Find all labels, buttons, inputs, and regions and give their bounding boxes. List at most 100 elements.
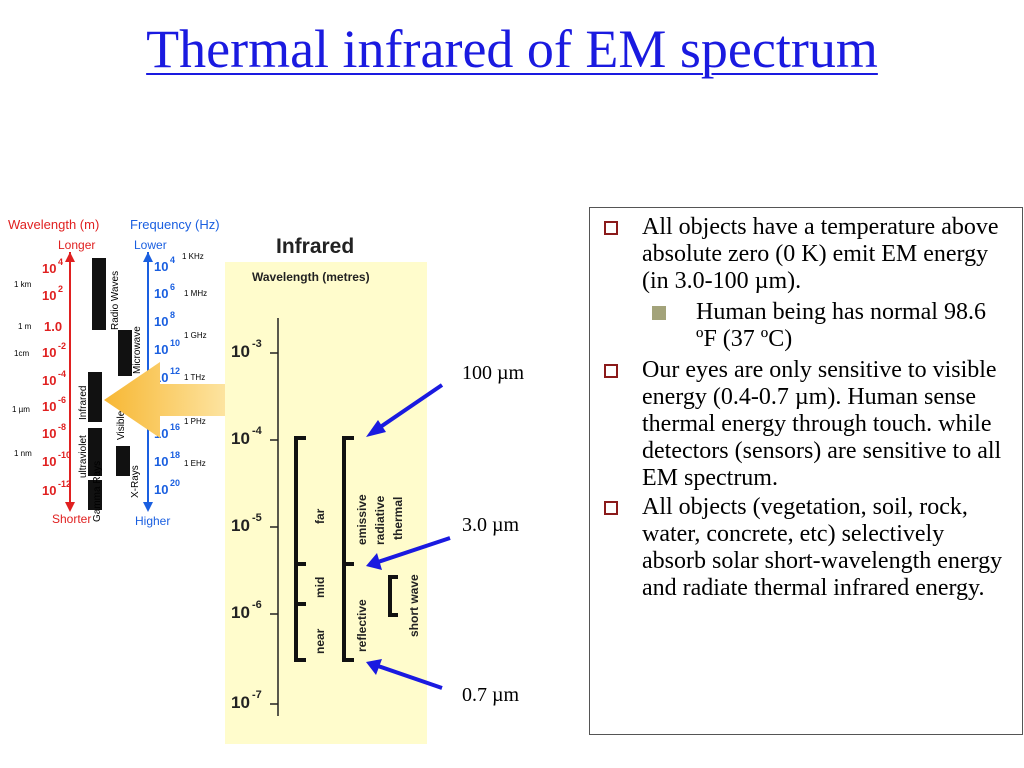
bullet-item: Our eyes are only sensitive to visible e… xyxy=(600,357,1008,492)
bracket-near-mid-far xyxy=(294,436,306,662)
radiative-label: radiative xyxy=(373,495,387,545)
wavelength-header: Wavelength (m) xyxy=(8,217,99,232)
wavelength-arrowhead xyxy=(65,252,75,262)
bullet-text: Our eyes are only sensitive to visible e… xyxy=(642,357,1002,491)
ir-tick-exp: -3 xyxy=(252,338,262,350)
text-panel: All objects have a temperature above abs… xyxy=(589,207,1023,735)
ir-tick: 10 xyxy=(231,342,250,361)
fr-marker: 1 THz xyxy=(184,373,205,382)
fr-tick-exp: 4 xyxy=(170,255,175,265)
wl-tick: 10 xyxy=(42,454,56,469)
fr-marker: 1 EHz xyxy=(184,459,206,468)
band-label: ultraviolet xyxy=(78,435,89,478)
wl-marker: 1cm xyxy=(14,349,29,358)
fr-tick-exp: 20 xyxy=(170,478,180,488)
wl-tick: 10 xyxy=(42,483,56,498)
ir-tick-exp: -4 xyxy=(252,425,263,437)
band-block xyxy=(116,446,130,476)
shorter-label: Shorter xyxy=(52,512,91,526)
ir-tick-exp: -6 xyxy=(252,599,262,611)
wl-tick: 1.0 xyxy=(44,319,62,334)
fr-tick: 10 xyxy=(154,314,168,329)
sub-bullet-item: Human being has normal 98.6 ºF (37 ºC) xyxy=(648,299,1008,353)
arrow-100um-line xyxy=(374,383,444,432)
ir-tick: 10 xyxy=(231,516,250,535)
wl-tick-exp: -4 xyxy=(58,369,66,379)
wl-tick: 10 xyxy=(42,399,56,414)
fr-tick: 10 xyxy=(154,286,168,301)
wl-tick-exp: 2 xyxy=(58,284,63,294)
band-label: Visible xyxy=(116,410,127,440)
ir-tick-exp: -5 xyxy=(252,512,262,524)
bracket-short-wave xyxy=(388,575,398,617)
arrow-07um-line xyxy=(377,664,443,690)
fr-tick: 10 xyxy=(154,342,168,357)
band-block xyxy=(118,330,132,376)
band-block xyxy=(88,480,102,510)
fr-marker: 1 KHz xyxy=(182,252,204,261)
ir-tick: 10 xyxy=(231,429,250,448)
wl-tick: 10 xyxy=(42,288,56,303)
arrow-07um-head xyxy=(366,659,382,675)
ir-tick-exp: -7 xyxy=(252,689,262,701)
band-label: Infrared xyxy=(78,386,89,420)
marker-3um: 3.0 µm xyxy=(462,514,520,536)
wl-tick-exp: -6 xyxy=(58,395,66,405)
em-spectrum-figure: Wavelength (m) Frequency (Hz) Longer Sho… xyxy=(8,217,451,744)
fr-tick-exp: 10 xyxy=(170,338,180,348)
square-bullet-icon xyxy=(604,364,618,378)
wl-tick: 10 xyxy=(42,426,56,441)
wl-tick-exp: -10 xyxy=(58,450,71,460)
lower-label: Lower xyxy=(134,238,167,252)
square-sub-bullet-icon xyxy=(652,306,666,320)
longer-label: Longer xyxy=(58,238,95,252)
fr-tick-exp: 18 xyxy=(170,450,180,460)
wavelength-arrowhead xyxy=(65,502,75,512)
reflective-label: reflective xyxy=(355,599,369,652)
emissive-label: emissive xyxy=(355,494,369,545)
frequency-arrowhead xyxy=(143,252,153,262)
fr-tick: 10 xyxy=(154,259,168,274)
band-label: Radio Waves xyxy=(110,271,121,330)
infrared-title: Infrared xyxy=(276,235,354,258)
band-label: Gamma Rays xyxy=(92,461,103,522)
bracket-emissive-reflective xyxy=(342,436,354,662)
fr-marker: 1 PHz xyxy=(184,417,206,426)
near-label: near xyxy=(313,628,327,654)
square-bullet-icon xyxy=(604,501,618,515)
ir-tick: 10 xyxy=(231,693,250,712)
fr-tick-exp: 8 xyxy=(170,310,175,320)
page-title: Thermal infrared of EM spectrum xyxy=(146,19,878,79)
arrow-100um-head xyxy=(366,420,386,437)
thermal-label: thermal xyxy=(391,497,405,540)
wl-tick-exp: 4 xyxy=(58,257,63,267)
wl-marker: 1 nm xyxy=(14,449,32,458)
sub-bullet-text: Human being has normal 98.6 ºF (37 ºC) xyxy=(696,299,986,352)
fr-tick-exp: 6 xyxy=(170,282,175,292)
square-bullet-icon xyxy=(604,221,618,235)
marker-07um: 0.7 µm xyxy=(462,684,520,706)
infrared-panel xyxy=(225,262,427,744)
short-wave-label: short wave xyxy=(407,574,421,637)
bullet-item: All objects have a temperature above abs… xyxy=(600,214,1008,295)
infrared-axis-header: Wavelength (metres) xyxy=(252,270,370,284)
wl-tick-exp: -2 xyxy=(58,341,66,351)
bullet-text: All objects have a temperature above abs… xyxy=(642,214,999,294)
wl-marker: 1 µm xyxy=(12,405,30,414)
frequency-header: Frequency (Hz) xyxy=(130,217,220,232)
arrow-3um-head xyxy=(366,553,382,570)
wl-tick: 10 xyxy=(42,261,56,276)
fr-tick-exp: 16 xyxy=(170,422,180,432)
band-block xyxy=(92,258,106,330)
marker-100um: 100 µm xyxy=(462,362,525,384)
wl-tick: 10 xyxy=(42,345,56,360)
wl-tick-exp: -12 xyxy=(58,479,71,489)
higher-label: Higher xyxy=(135,514,170,528)
fr-tick: 10 xyxy=(154,454,168,469)
frequency-arrowhead xyxy=(143,502,153,512)
fr-tick-exp: 12 xyxy=(170,366,180,376)
wl-tick-exp: -8 xyxy=(58,422,66,432)
wl-marker: 1 km xyxy=(14,280,32,289)
ir-tick: 10 xyxy=(231,603,250,622)
zoom-arrow xyxy=(104,362,232,438)
